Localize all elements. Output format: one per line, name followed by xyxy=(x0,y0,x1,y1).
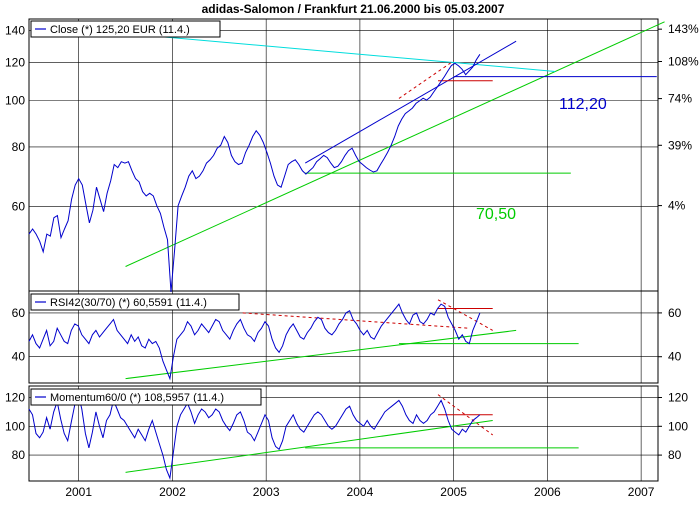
x-tick-label: 2006 xyxy=(534,485,561,499)
momentum-series-line xyxy=(28,392,481,481)
rsi-legend-label: RSI42(30/70) (*) 60,5591 (11.4.) xyxy=(50,297,207,309)
rsi-trendline xyxy=(125,329,517,380)
price-y-tick-right: 39% xyxy=(668,138,692,152)
rsi-y-tick-left: 60 xyxy=(12,306,26,320)
series-layer xyxy=(28,54,481,481)
x-tick-label: 2002 xyxy=(159,485,186,499)
momentum-trendline xyxy=(125,420,493,473)
rsi-y-tick-right: 60 xyxy=(668,306,682,320)
price-y-tick-left: 120 xyxy=(5,56,25,70)
annotation-70-50: 70,50 xyxy=(476,206,516,223)
momentum-y-tick-left: 120 xyxy=(5,391,25,405)
trendline-layer xyxy=(125,21,665,473)
momentum-y-tick-right: 120 xyxy=(668,391,688,405)
price-y-tick-left: 100 xyxy=(5,94,25,108)
price-trendline xyxy=(133,33,556,72)
price-y-tick-left: 80 xyxy=(12,140,26,154)
tick-label-layer: 2001 2002 2003 2004 2005 2006 2007 60 80 100 120 14… xyxy=(5,22,699,499)
momentum-y-tick-left: 100 xyxy=(5,419,25,433)
momentum-y-tick-left: 80 xyxy=(12,448,26,462)
price-y-tick-right: 143% xyxy=(668,22,699,36)
momentum-y-tick-right: 80 xyxy=(668,448,682,462)
price-legend-label: Close (*) 125,20 EUR (11.4.) xyxy=(50,24,190,36)
price-y-tick-left: 60 xyxy=(12,200,26,214)
x-tick-label: 2005 xyxy=(440,485,467,499)
price-trendline xyxy=(125,21,665,267)
momentum-legend-label: Momentum60/0 (*) 108,5957 (11.4.) xyxy=(50,392,224,404)
price-y-tick-right: 74% xyxy=(668,92,692,106)
rsi-legend: RSI42(30/70) (*) 60,5591 (11.4.) xyxy=(30,293,240,311)
chart-title: adidas-Salomon / Frankfurt 21.06.2000 bi… xyxy=(202,2,505,16)
price-trendline xyxy=(304,40,517,164)
rsi-y-tick-left: 40 xyxy=(12,350,26,364)
x-tick-label: 2004 xyxy=(347,485,374,499)
price-legend: Close (*) 125,20 EUR (11.4.) xyxy=(30,20,221,38)
momentum-trendline xyxy=(437,394,494,436)
x-tick-label: 2003 xyxy=(253,485,280,499)
price-y-tick-left: 140 xyxy=(5,24,25,38)
price-panel-frame xyxy=(28,18,659,292)
price-series-line xyxy=(28,54,481,293)
rsi-series-line xyxy=(28,303,481,381)
price-y-tick-right: 4% xyxy=(668,199,686,213)
x-tick-label: 2007 xyxy=(628,485,655,499)
rsi-trendline xyxy=(242,312,470,329)
momentum-y-tick-right: 100 xyxy=(668,419,688,433)
price-trendline xyxy=(398,60,454,99)
momentum-legend: Momentum60/0 (*) 108,5957 (11.4.) xyxy=(30,388,262,406)
annotation-112-20: 112,20 xyxy=(559,96,607,113)
price-y-tick-right: 108% xyxy=(668,54,699,68)
rsi-y-tick-right: 40 xyxy=(668,350,682,364)
rsi-trendline xyxy=(437,299,493,331)
x-tick-label: 2001 xyxy=(65,485,92,499)
